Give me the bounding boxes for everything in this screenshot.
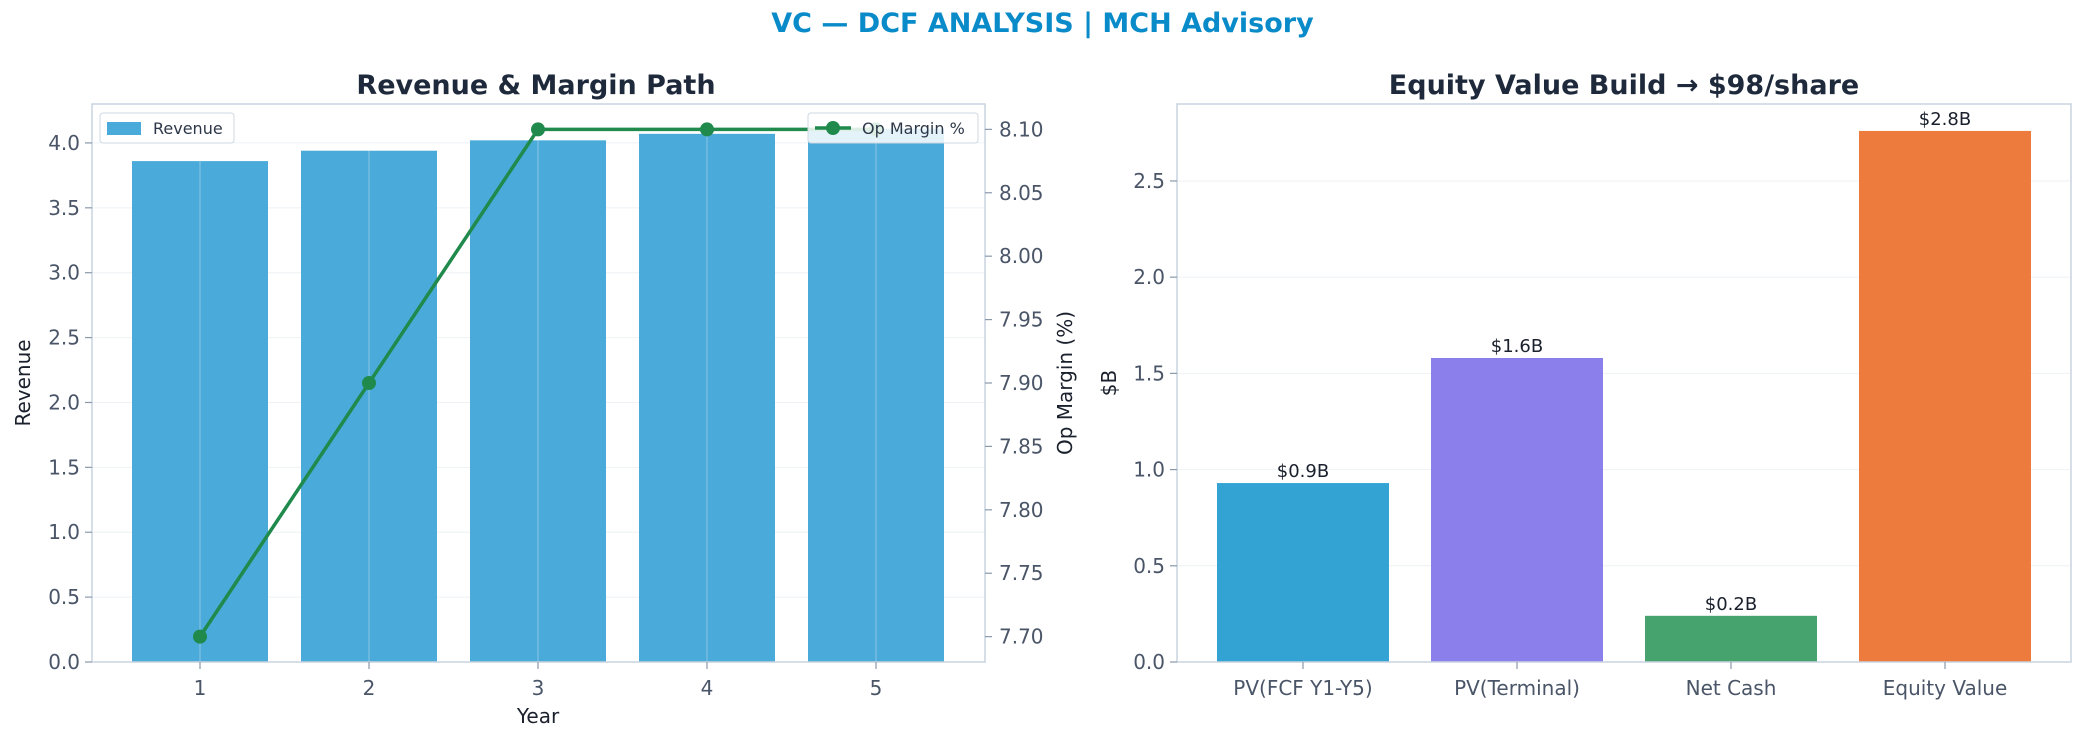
margin-tick-label: 8.10 bbox=[999, 117, 1044, 141]
equity-category-label: PV(FCF Y1-Y5) bbox=[1233, 676, 1372, 700]
revenue-tick-label: 4.0 bbox=[48, 131, 80, 155]
revenue-tick-label: 0.5 bbox=[48, 585, 80, 609]
equity-tick-label: 2.0 bbox=[1133, 265, 1165, 289]
margin-legend-label: Op Margin % bbox=[862, 119, 965, 138]
year-tick-label: 4 bbox=[701, 676, 714, 700]
equity-y-ticks: 0.0 0.5 1.0 1.5 2.0 2.5 bbox=[1133, 169, 1177, 674]
margin-tick-label: 7.85 bbox=[999, 434, 1044, 458]
margin-tick-label: 8.00 bbox=[999, 244, 1044, 268]
equity-category-label: Net Cash bbox=[1686, 676, 1777, 700]
revenue-tick-label: 3.0 bbox=[48, 261, 80, 285]
equity-build-panel: Equity Value Build → $98/share $0.9B $1.6… bbox=[1097, 70, 2072, 700]
equity-bars bbox=[1217, 130, 2031, 662]
revenue-tick-label: 3.5 bbox=[48, 196, 80, 220]
equity-bar bbox=[1217, 483, 1389, 662]
year-tick-label: 2 bbox=[363, 676, 376, 700]
revenue-margin-panel: Revenue & Margin Path 0.0 0.5 1.0 1.5 2.0 2.5… bbox=[11, 70, 1077, 728]
equity-bar bbox=[1859, 130, 2031, 662]
revenue-bars bbox=[132, 128, 944, 663]
year-tick-label: 5 bbox=[870, 676, 883, 700]
revenue-bar bbox=[470, 140, 606, 662]
margin-tick-label: 7.90 bbox=[999, 371, 1044, 395]
year-tick-label: 1 bbox=[194, 676, 207, 700]
margin-tick-label: 7.70 bbox=[999, 625, 1044, 649]
revenue-bar bbox=[132, 161, 268, 663]
equity-bar-label: $0.2B bbox=[1705, 594, 1757, 615]
equity-tick-label: 1.0 bbox=[1133, 458, 1165, 482]
equity-tick-label: 0.0 bbox=[1133, 650, 1165, 674]
revenue-legend-label: Revenue bbox=[153, 119, 223, 138]
margin-tick-label: 8.05 bbox=[999, 181, 1044, 205]
revenue-tick-label: 1.5 bbox=[48, 455, 80, 479]
revenue-legend-swatch bbox=[107, 122, 141, 135]
revenue-tick-label: 0.0 bbox=[48, 650, 80, 674]
revenue-legend: Revenue bbox=[99, 112, 235, 144]
equity-plot-frame bbox=[1176, 103, 2072, 663]
equity-tick-label: 1.5 bbox=[1133, 361, 1165, 385]
margin-tick-label: 7.95 bbox=[999, 308, 1044, 332]
year-axis-label: Year bbox=[516, 704, 560, 728]
margin-legend: Op Margin % bbox=[807, 112, 979, 144]
equity-data-labels: $0.9B $1.6B $0.2B $2.8B bbox=[1277, 109, 1971, 615]
op-margin-point bbox=[362, 376, 376, 390]
revenue-tick-label: 2.0 bbox=[48, 390, 80, 414]
equity-tick-label: 0.5 bbox=[1133, 554, 1165, 578]
revenue-bar bbox=[639, 133, 775, 663]
margin-axis-label: Op Margin (%) bbox=[1053, 311, 1077, 455]
equity-x-ticks: PV(FCF Y1-Y5) PV(Terminal) Net Cash Equity … bbox=[1233, 662, 2007, 700]
equity-bar-label: $2.8B bbox=[1919, 109, 1971, 130]
revenue-axis-label: Revenue bbox=[11, 339, 35, 426]
op-margin-point bbox=[193, 629, 207, 644]
op-margin-point bbox=[700, 122, 714, 137]
margin-tick-label: 7.80 bbox=[999, 498, 1044, 522]
equity-tick-label: 2.5 bbox=[1133, 169, 1165, 193]
equity-category-label: Equity Value bbox=[1883, 676, 2008, 700]
equity-bar bbox=[1645, 615, 1817, 662]
margin-y-ticks: 7.70 7.75 7.80 7.85 7.90 7.95 8.00 8.05 8.10 bbox=[985, 117, 1044, 649]
revenue-margin-title: Revenue & Margin Path bbox=[356, 70, 715, 101]
revenue-bar bbox=[301, 150, 437, 662]
revenue-bar bbox=[808, 128, 944, 662]
revenue-y-ticks: 0.0 0.5 1.0 1.5 2.0 2.5 3.0 3.5 4.0 bbox=[48, 131, 92, 674]
op-margin-point bbox=[531, 122, 545, 137]
margin-tick-label: 7.75 bbox=[999, 561, 1044, 585]
equity-category-label: PV(Terminal) bbox=[1454, 676, 1580, 700]
equity-bar-label: $1.6B bbox=[1491, 336, 1543, 357]
year-tick-label: 3 bbox=[532, 676, 545, 700]
equity-axis-label: $B bbox=[1097, 370, 1121, 396]
page-title: VC — DCF ANALYSIS | MCH Advisory bbox=[771, 8, 1314, 39]
margin-legend-marker bbox=[826, 121, 840, 135]
revenue-tick-label: 1.0 bbox=[48, 520, 80, 544]
year-x-ticks: 1 2 3 4 5 bbox=[194, 662, 883, 700]
equity-build-title: Equity Value Build → $98/share bbox=[1389, 70, 1859, 101]
revenue-tick-label: 2.5 bbox=[48, 326, 80, 350]
equity-bar-label: $0.9B bbox=[1277, 461, 1329, 482]
equity-bar bbox=[1431, 357, 1603, 662]
